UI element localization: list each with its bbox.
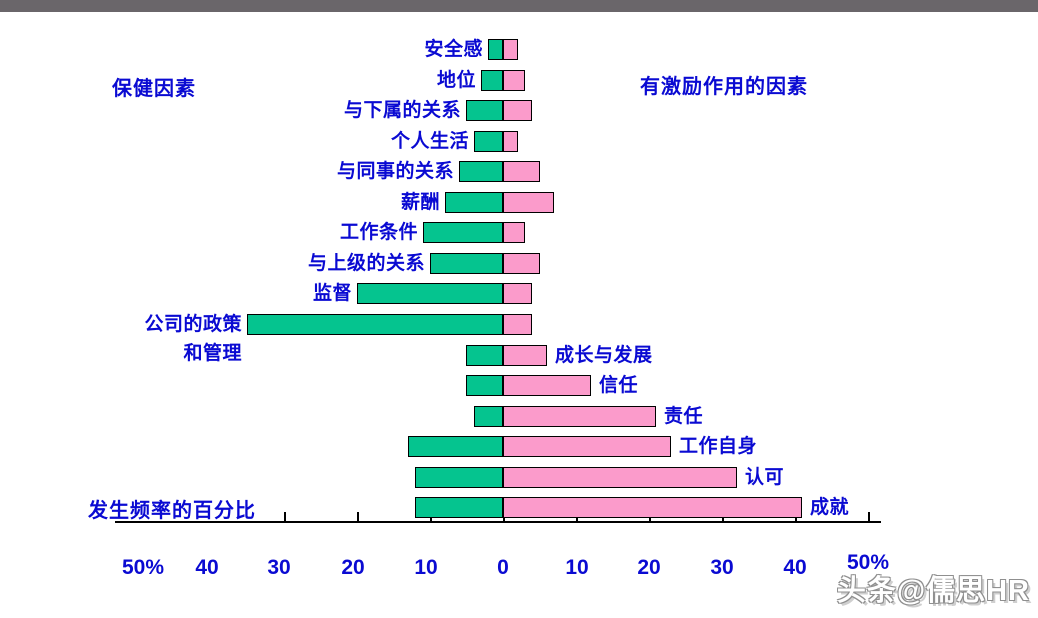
motivator-bar	[503, 436, 671, 457]
bar-label: 公司的政策 和管理	[144, 314, 242, 364]
hygiene-bar	[474, 406, 503, 427]
bar-label: 信任	[599, 375, 639, 396]
axis-tick-label: 30	[710, 556, 734, 579]
motivator-bar	[503, 467, 737, 488]
axis-tick-label: 40	[783, 556, 807, 579]
hygiene-bar	[466, 345, 503, 366]
axis-tick	[284, 512, 286, 522]
motivator-bar	[503, 283, 532, 304]
axis-tick-label: 0	[497, 556, 509, 579]
axis-tick	[868, 512, 870, 522]
motivator-bar	[503, 314, 532, 335]
hygiene-bar	[459, 161, 503, 182]
hygiene-bar	[474, 131, 503, 152]
axis-tick-label: 40	[195, 556, 219, 579]
motivator-bar	[503, 222, 525, 243]
axis-tick	[357, 512, 359, 522]
hygiene-bar	[430, 253, 503, 274]
bar-label: 成就	[810, 497, 850, 518]
bar-label: 与下属的关系	[343, 100, 461, 121]
window-top-bar	[0, 0, 1038, 12]
motivator-factors-title: 有激励作用的因素	[640, 76, 808, 98]
motivator-bar	[503, 100, 532, 121]
hygiene-bar	[415, 467, 503, 488]
motivator-bar	[503, 253, 540, 274]
axis-tick-label: 20	[637, 556, 661, 579]
hygiene-bar	[466, 100, 503, 121]
bar-label: 薪酬	[400, 192, 440, 213]
watermark-text: 头条@儒思HR	[836, 575, 1030, 607]
axis-tick-label: 20	[341, 556, 365, 579]
motivator-bar	[503, 497, 802, 518]
motivator-bar	[503, 192, 554, 213]
axis-tick-label: 30	[267, 556, 291, 579]
axis-tick-label: 10	[565, 556, 589, 579]
motivator-bar	[503, 345, 547, 366]
bar-label: 监督	[312, 283, 352, 304]
frequency-axis-label: 发生频率的百分比	[88, 500, 256, 522]
hygiene-bar	[481, 70, 503, 91]
motivator-bar	[503, 375, 591, 396]
motivator-bar	[503, 39, 518, 60]
bar-label: 安全感	[424, 39, 483, 60]
bar-label: 与同事的关系	[336, 161, 454, 182]
hygiene-bar	[357, 283, 503, 304]
axis-tick-label: 10	[414, 556, 438, 579]
hygiene-bar	[466, 375, 503, 396]
hygiene-bar	[408, 436, 503, 457]
axis-tick-label: 50%	[121, 556, 165, 579]
bar-label: 地位	[436, 70, 476, 91]
hygiene-bar	[423, 222, 503, 243]
bar-label: 个人生活	[390, 131, 469, 152]
hygiene-bar	[415, 497, 503, 518]
axis-tick-label: 50%	[846, 551, 890, 574]
bar-label: 工作自身	[679, 436, 758, 457]
hygiene-bar	[488, 39, 503, 60]
motivator-bar	[503, 70, 525, 91]
bar-label: 责任	[664, 406, 704, 427]
hygiene-factors-title: 保健因素	[112, 78, 196, 100]
x-axis-line	[115, 521, 881, 523]
bar-label: 工作条件	[339, 222, 418, 243]
motivator-bar	[503, 161, 540, 182]
hygiene-bar	[445, 192, 503, 213]
motivator-bar	[503, 131, 518, 152]
bar-label: 认可	[745, 467, 785, 488]
motivator-bar	[503, 406, 656, 427]
bar-label: 成长与发展	[555, 345, 653, 366]
bar-label: 与上级的关系	[307, 253, 425, 274]
hygiene-bar	[247, 314, 503, 335]
